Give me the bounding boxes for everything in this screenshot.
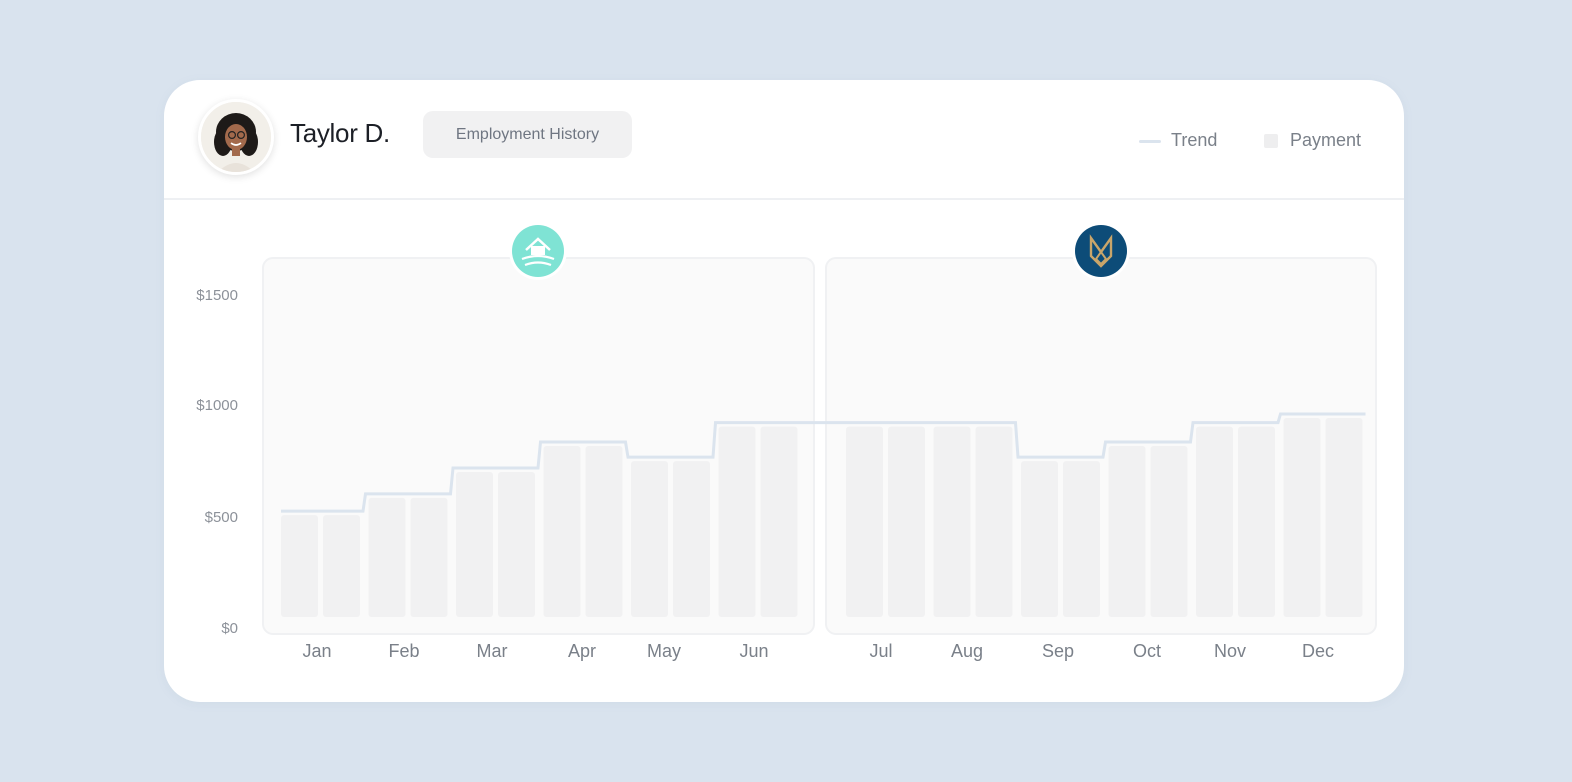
payment-bar [888,426,925,617]
payment-bar [323,515,360,617]
payment-bar [1108,446,1146,617]
y-tick-label: $0 [221,620,238,637]
payment-bar [1021,461,1058,617]
y-tick-label: $500 [205,509,238,526]
payment-swatch [1264,134,1278,149]
x-tick-label: Nov [1214,641,1246,661]
payment-bar [933,426,971,617]
payment-bar [1150,446,1188,617]
x-tick-label: Jan [302,641,331,661]
x-tick-label: Oct [1133,641,1161,661]
payment-bar [760,426,798,617]
x-tick-label: Dec [1302,641,1334,661]
x-tick-label: Sep [1042,641,1074,661]
trend-line [281,412,1366,513]
x-tick-label: May [647,641,681,661]
trend-swatch [1139,139,1161,143]
payment-bar [1283,417,1321,617]
card-header: Taylor D. Employment History Trend Payme… [164,80,1404,200]
x-tick-label: Apr [568,641,596,661]
employment-history-tag[interactable]: Employment History [423,111,632,158]
x-tick-label: Feb [388,641,419,661]
payment-bar [631,461,668,617]
legend-trend: Trend [1139,130,1217,151]
avatar[interactable] [198,99,274,175]
payment-bar [846,426,883,617]
x-tick-label: Jul [869,641,892,661]
payment-bar [585,446,623,617]
payment-bar [368,497,406,617]
legend-payment-label: Payment [1290,130,1362,150]
payment-bar [975,426,1013,617]
house-waves-icon [509,222,567,280]
x-tick-label: Aug [951,641,983,661]
y-tick-label: $1500 [196,287,238,304]
payment-bar [456,471,493,617]
x-tick-label: Mar [477,641,508,661]
payment-bar [718,426,756,617]
y-tick-label: $1000 [196,397,238,414]
x-tick-label: Jun [739,641,768,661]
profile-name: Taylor D. [290,118,390,148]
payment-bar [1063,461,1100,617]
payment-bar [498,471,535,617]
payment-bar [1238,426,1275,617]
payment-bar [281,515,318,617]
payment-bar [1325,417,1363,617]
legend-trend-label: Trend [1171,130,1218,150]
payment-bar [1196,426,1233,617]
payment-bar [673,461,710,617]
legend-payment: Payment [1264,130,1361,151]
avatar-image [201,102,271,172]
payment-bar [410,497,448,617]
payment-bar [543,446,581,617]
fox-emblem-icon [1072,222,1130,280]
